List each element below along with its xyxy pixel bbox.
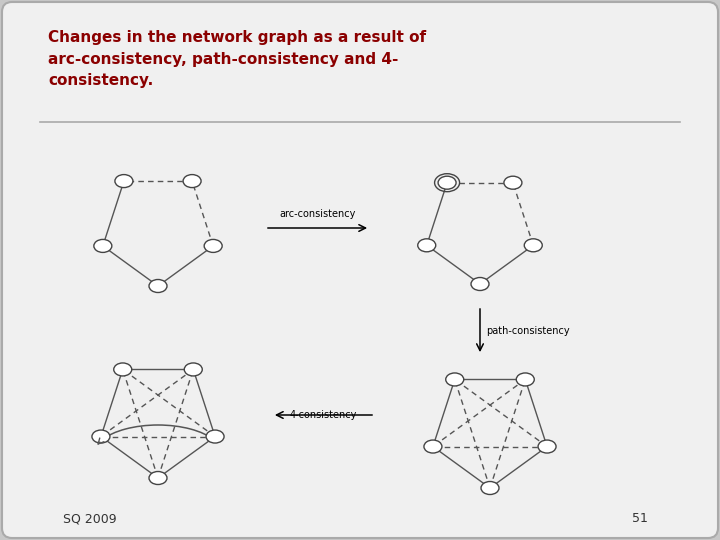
Text: SQ 2009: SQ 2009 <box>63 512 117 525</box>
Ellipse shape <box>115 174 133 187</box>
Ellipse shape <box>538 440 556 453</box>
Ellipse shape <box>94 239 112 252</box>
Ellipse shape <box>424 440 442 453</box>
Ellipse shape <box>183 174 201 187</box>
Text: Changes in the network graph as a result of
arc-consistency, path-consistency an: Changes in the network graph as a result… <box>48 30 426 88</box>
Ellipse shape <box>516 373 534 386</box>
Text: 4-consistency: 4-consistency <box>290 410 357 420</box>
Ellipse shape <box>471 278 489 291</box>
Ellipse shape <box>204 239 222 252</box>
Ellipse shape <box>206 430 224 443</box>
Ellipse shape <box>504 176 522 189</box>
Text: 51: 51 <box>632 512 648 525</box>
Ellipse shape <box>418 239 436 252</box>
Ellipse shape <box>149 471 167 484</box>
Text: arc-consistency: arc-consistency <box>279 209 356 219</box>
Ellipse shape <box>438 176 456 189</box>
Ellipse shape <box>481 482 499 495</box>
Ellipse shape <box>149 280 167 293</box>
Ellipse shape <box>92 430 110 443</box>
Ellipse shape <box>184 363 202 376</box>
Ellipse shape <box>114 363 132 376</box>
Ellipse shape <box>446 373 464 386</box>
Ellipse shape <box>524 239 542 252</box>
Text: path-consistency: path-consistency <box>486 326 570 335</box>
